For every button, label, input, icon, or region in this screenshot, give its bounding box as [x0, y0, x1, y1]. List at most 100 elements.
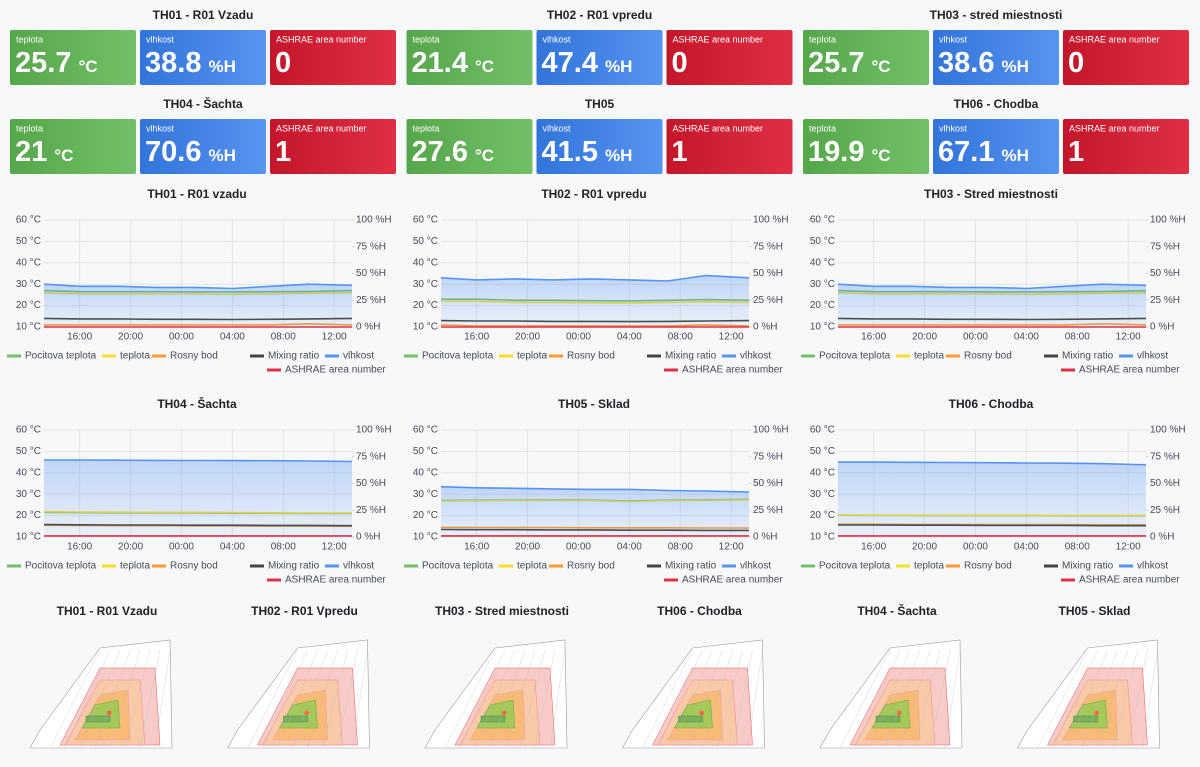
psychro-point — [106, 710, 112, 716]
psychro-gridline — [337, 649, 358, 749]
stat-value: 21 — [15, 136, 47, 168]
y2-tick-label: 75 %H — [753, 451, 783, 462]
legend-label: ASHRAE area number — [682, 365, 783, 376]
psychro-gridline — [1067, 649, 1108, 749]
x-tick-label: 12:00 — [1116, 332, 1141, 343]
psychro-gridline — [929, 649, 951, 749]
y2-tick-label: 25 %H — [356, 295, 386, 306]
panel-title: TH03 - stred miestnosti — [930, 8, 1063, 22]
y-tick-label: 20 °C — [16, 300, 41, 311]
x-tick-label: 12:00 — [322, 332, 347, 343]
y-tick-label: 30 °C — [413, 489, 438, 500]
series-area — [44, 460, 352, 537]
stat-label: teplota — [16, 34, 43, 44]
psychro-gridline — [1037, 649, 1088, 749]
stat-unit: °C — [475, 57, 494, 76]
y2-tick-label: 100 %H — [753, 215, 789, 226]
stat-label: vlhkost — [146, 34, 175, 44]
legend-label: Rosny bod — [964, 351, 1012, 362]
psychro-point — [896, 710, 902, 716]
stat-unit: °C — [871, 146, 890, 165]
series-area — [838, 284, 1146, 327]
panel-title: TH02 - R01 vpredu — [547, 8, 652, 22]
stat-unit: °C — [475, 146, 494, 165]
x-tick-label: 00:00 — [566, 332, 591, 343]
x-tick-label: 20:00 — [118, 542, 143, 553]
y2-tick-label: 25 %H — [356, 505, 386, 516]
psychro-gridline — [899, 649, 931, 749]
x-tick-label: 20:00 — [912, 542, 937, 553]
stat-tile — [140, 119, 266, 174]
psychro-title: TH01 - R01 Vzadu — [57, 604, 158, 618]
chart-title: TH04 - Šachta — [157, 396, 237, 411]
y-tick-label: 10 °C — [16, 322, 41, 333]
stat-unit: %H — [208, 146, 235, 165]
stat-value: 0 — [275, 47, 291, 79]
psychro-gridline — [914, 649, 941, 749]
y2-tick-label: 50 %H — [1150, 268, 1180, 279]
chart-title: TH03 - Stred miestnosti — [924, 187, 1058, 201]
psychro-label-box — [480, 715, 506, 723]
y-tick-label: 50 °C — [16, 236, 41, 247]
stat-label: vlhkost — [939, 123, 968, 133]
stat-tile — [1063, 30, 1189, 85]
stat-value: 1 — [672, 136, 688, 168]
y-tick-label: 30 °C — [810, 279, 835, 290]
stat-label: teplota — [413, 34, 440, 44]
legend-label: Mixing ratio — [268, 561, 320, 572]
stat-unit: °C — [78, 57, 97, 76]
psychro-gridline — [139, 649, 161, 749]
legend-label: Mixing ratio — [268, 351, 320, 362]
psychro-gridline — [839, 649, 891, 749]
series-line — [44, 459, 353, 463]
psychro-chart — [1016, 639, 1160, 749]
psychro-gridline — [657, 649, 703, 749]
x-tick-label: 08:00 — [271, 542, 296, 553]
stat-label: ASHRAE area number — [673, 34, 764, 44]
y2-tick-label: 0 %H — [1150, 532, 1174, 543]
y-tick-label: 50 °C — [413, 236, 438, 247]
stat-label: teplota — [809, 34, 836, 44]
stat-tile — [536, 30, 663, 85]
legend-label: vlhkost — [1137, 561, 1168, 572]
y2-tick-label: 0 %H — [356, 532, 380, 543]
legend-label: Pocitova teplota — [819, 351, 891, 362]
x-tick-label: 16:00 — [861, 332, 886, 343]
psychro-gridline — [247, 649, 298, 749]
legend-label: vlhkost — [740, 561, 771, 572]
stat-label: vlhkost — [939, 34, 968, 44]
x-tick-label: 00:00 — [963, 332, 988, 343]
y-tick-label: 40 °C — [16, 467, 41, 478]
legend-label: teplota — [120, 351, 150, 362]
psychro-gridline — [672, 649, 713, 749]
y2-tick-label: 100 %H — [753, 425, 789, 436]
x-tick-label: 04:00 — [220, 332, 245, 343]
psychro-chart — [424, 639, 568, 749]
stat-unit: %H — [1001, 146, 1028, 165]
y-tick-label: 40 °C — [810, 467, 835, 478]
y2-tick-label: 50 %H — [356, 268, 386, 279]
legend-label: Pocitova teplota — [25, 351, 97, 362]
stat-label: teplota — [809, 123, 836, 133]
stat-label: vlhkost — [543, 34, 572, 44]
psychro-label-box — [283, 715, 308, 723]
psychro-gridline — [1052, 649, 1098, 749]
series-line — [440, 274, 750, 282]
y-tick-label: 50 °C — [810, 236, 835, 247]
y-tick-label: 10 °C — [810, 322, 835, 333]
stat-value: 41.5 — [542, 136, 598, 168]
stat-tile — [803, 30, 929, 85]
y-tick-label: 50 °C — [16, 446, 41, 457]
y-tick-label: 20 °C — [16, 510, 41, 521]
stat-label: ASHRAE area number — [1069, 34, 1160, 44]
stat-value: 21.4 — [412, 47, 468, 79]
y2-tick-label: 100 %H — [1150, 215, 1186, 226]
psychro-gridline — [124, 649, 151, 749]
y2-tick-label: 50 %H — [753, 478, 783, 489]
stat-value: 25.7 — [808, 47, 864, 79]
psychro-gridline — [64, 649, 111, 749]
y-tick-label: 50 °C — [810, 446, 835, 457]
x-tick-label: 04:00 — [1014, 542, 1039, 553]
y2-tick-label: 75 %H — [1150, 241, 1180, 252]
y2-tick-label: 0 %H — [753, 532, 777, 543]
